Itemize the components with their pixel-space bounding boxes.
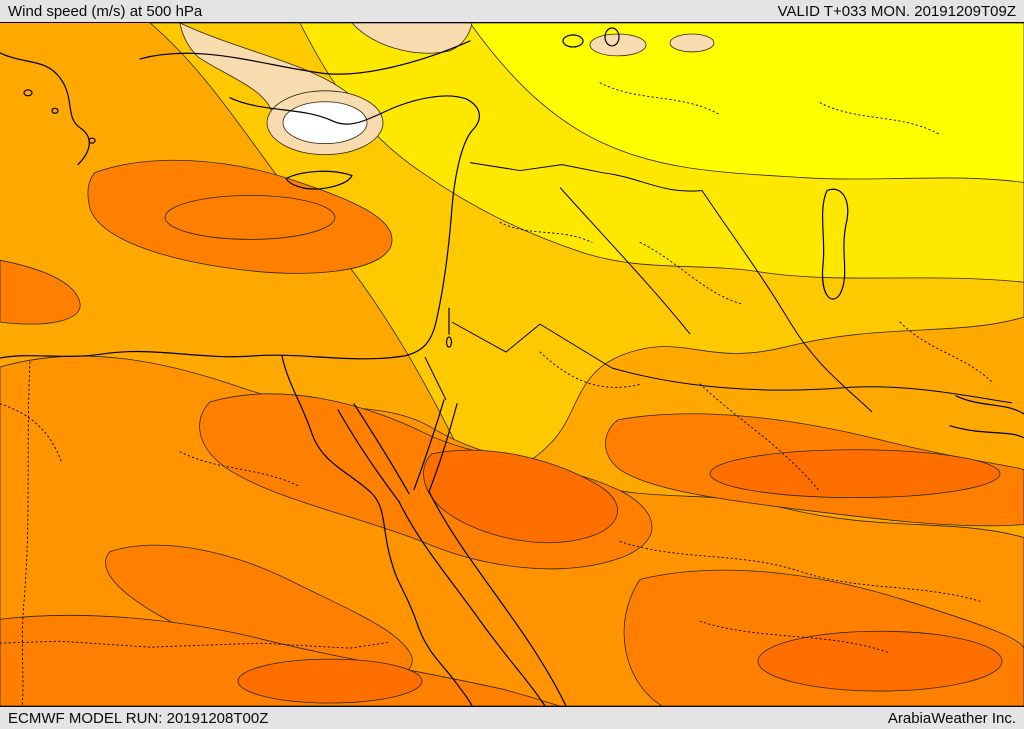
dead-sea xyxy=(445,336,453,348)
model-run-label: ECMWF MODEL RUN: 20191208T00Z xyxy=(8,709,269,727)
cyprus-island xyxy=(285,170,353,190)
borders-dotted xyxy=(0,82,993,706)
border-jordan-saudi xyxy=(451,321,613,369)
map-canvas xyxy=(0,22,1024,707)
aegean-coast xyxy=(0,52,90,166)
band-peach-small-2 xyxy=(669,33,715,53)
coastlines xyxy=(0,27,1024,706)
aegean-island-2 xyxy=(51,107,59,114)
border-egypt-israel xyxy=(424,356,447,401)
footer-bar: ECMWF MODEL RUN: 20191208T00Z ArabiaWeat… xyxy=(0,707,1024,729)
band-vivid-orange-southeast-inner xyxy=(757,630,1003,692)
lake-van xyxy=(562,34,584,48)
gulf-of-suez-east xyxy=(353,403,410,495)
admin-jordan-saudi xyxy=(539,351,643,388)
gulf-of-aqaba-west xyxy=(413,399,445,491)
contour-bands xyxy=(0,23,1024,706)
admin-iraq-interior xyxy=(639,241,743,305)
band-vivid-orange-east-inner xyxy=(709,449,1001,499)
band-vivid-orange-bottom-inner xyxy=(237,658,423,704)
admin-turkey-east xyxy=(599,82,721,116)
aegean-island-3 xyxy=(88,137,96,144)
gulf-coast-1 xyxy=(955,395,1024,415)
band-peach-top-2 xyxy=(351,23,473,54)
red-sea-east-shore xyxy=(428,491,567,706)
lake-urmia xyxy=(604,27,620,47)
band-calm-white xyxy=(282,101,368,145)
border-iraq-iran xyxy=(701,190,873,413)
wind-speed-contour-map xyxy=(0,23,1024,706)
border-egypt-sudan xyxy=(0,640,391,649)
border-iraq-saudi xyxy=(611,367,1013,404)
map-title: Wind speed (m/s) at 500 hPa xyxy=(8,2,203,20)
valid-time-label: VALID T+033 MON. 20191209T09Z xyxy=(777,2,1016,20)
red-sea-west-shore xyxy=(398,501,546,706)
admin-saudi-east xyxy=(699,620,891,654)
mediterranean-levant-egypt-coast xyxy=(0,95,481,360)
band-peach-small-1 xyxy=(589,33,647,57)
credit-label: ArabiaWeather Inc. xyxy=(887,709,1016,727)
admin-egypt-west xyxy=(0,403,63,465)
gulf-of-suez-west xyxy=(337,409,400,503)
contour-northwest-inner xyxy=(164,195,336,240)
band-vivid-orange-sinai xyxy=(423,449,618,543)
caspian-sea-shore xyxy=(821,188,849,300)
admin-syria-interior xyxy=(499,221,593,243)
admin-iran-interior xyxy=(899,321,993,383)
gulf-of-aqaba-east xyxy=(428,403,458,493)
gulf-coast-2 xyxy=(949,425,1024,439)
nile-river xyxy=(281,355,473,706)
header-bar: Wind speed (m/s) at 500 hPa VALID T+033 … xyxy=(0,0,1024,22)
black-sea-coast xyxy=(139,40,471,75)
borders-solid xyxy=(424,162,1013,413)
admin-saudi-north xyxy=(699,383,821,493)
border-turkey-syria xyxy=(469,162,703,192)
border-egypt-libya xyxy=(21,361,31,706)
aegean-island-1 xyxy=(23,89,33,97)
admin-egypt-interior xyxy=(179,451,301,488)
band-bright-yellow xyxy=(469,23,1024,183)
band-deep-orange-left-sliver xyxy=(0,259,81,325)
border-syria-iraq xyxy=(559,187,691,335)
admin-iran-north xyxy=(819,102,941,136)
